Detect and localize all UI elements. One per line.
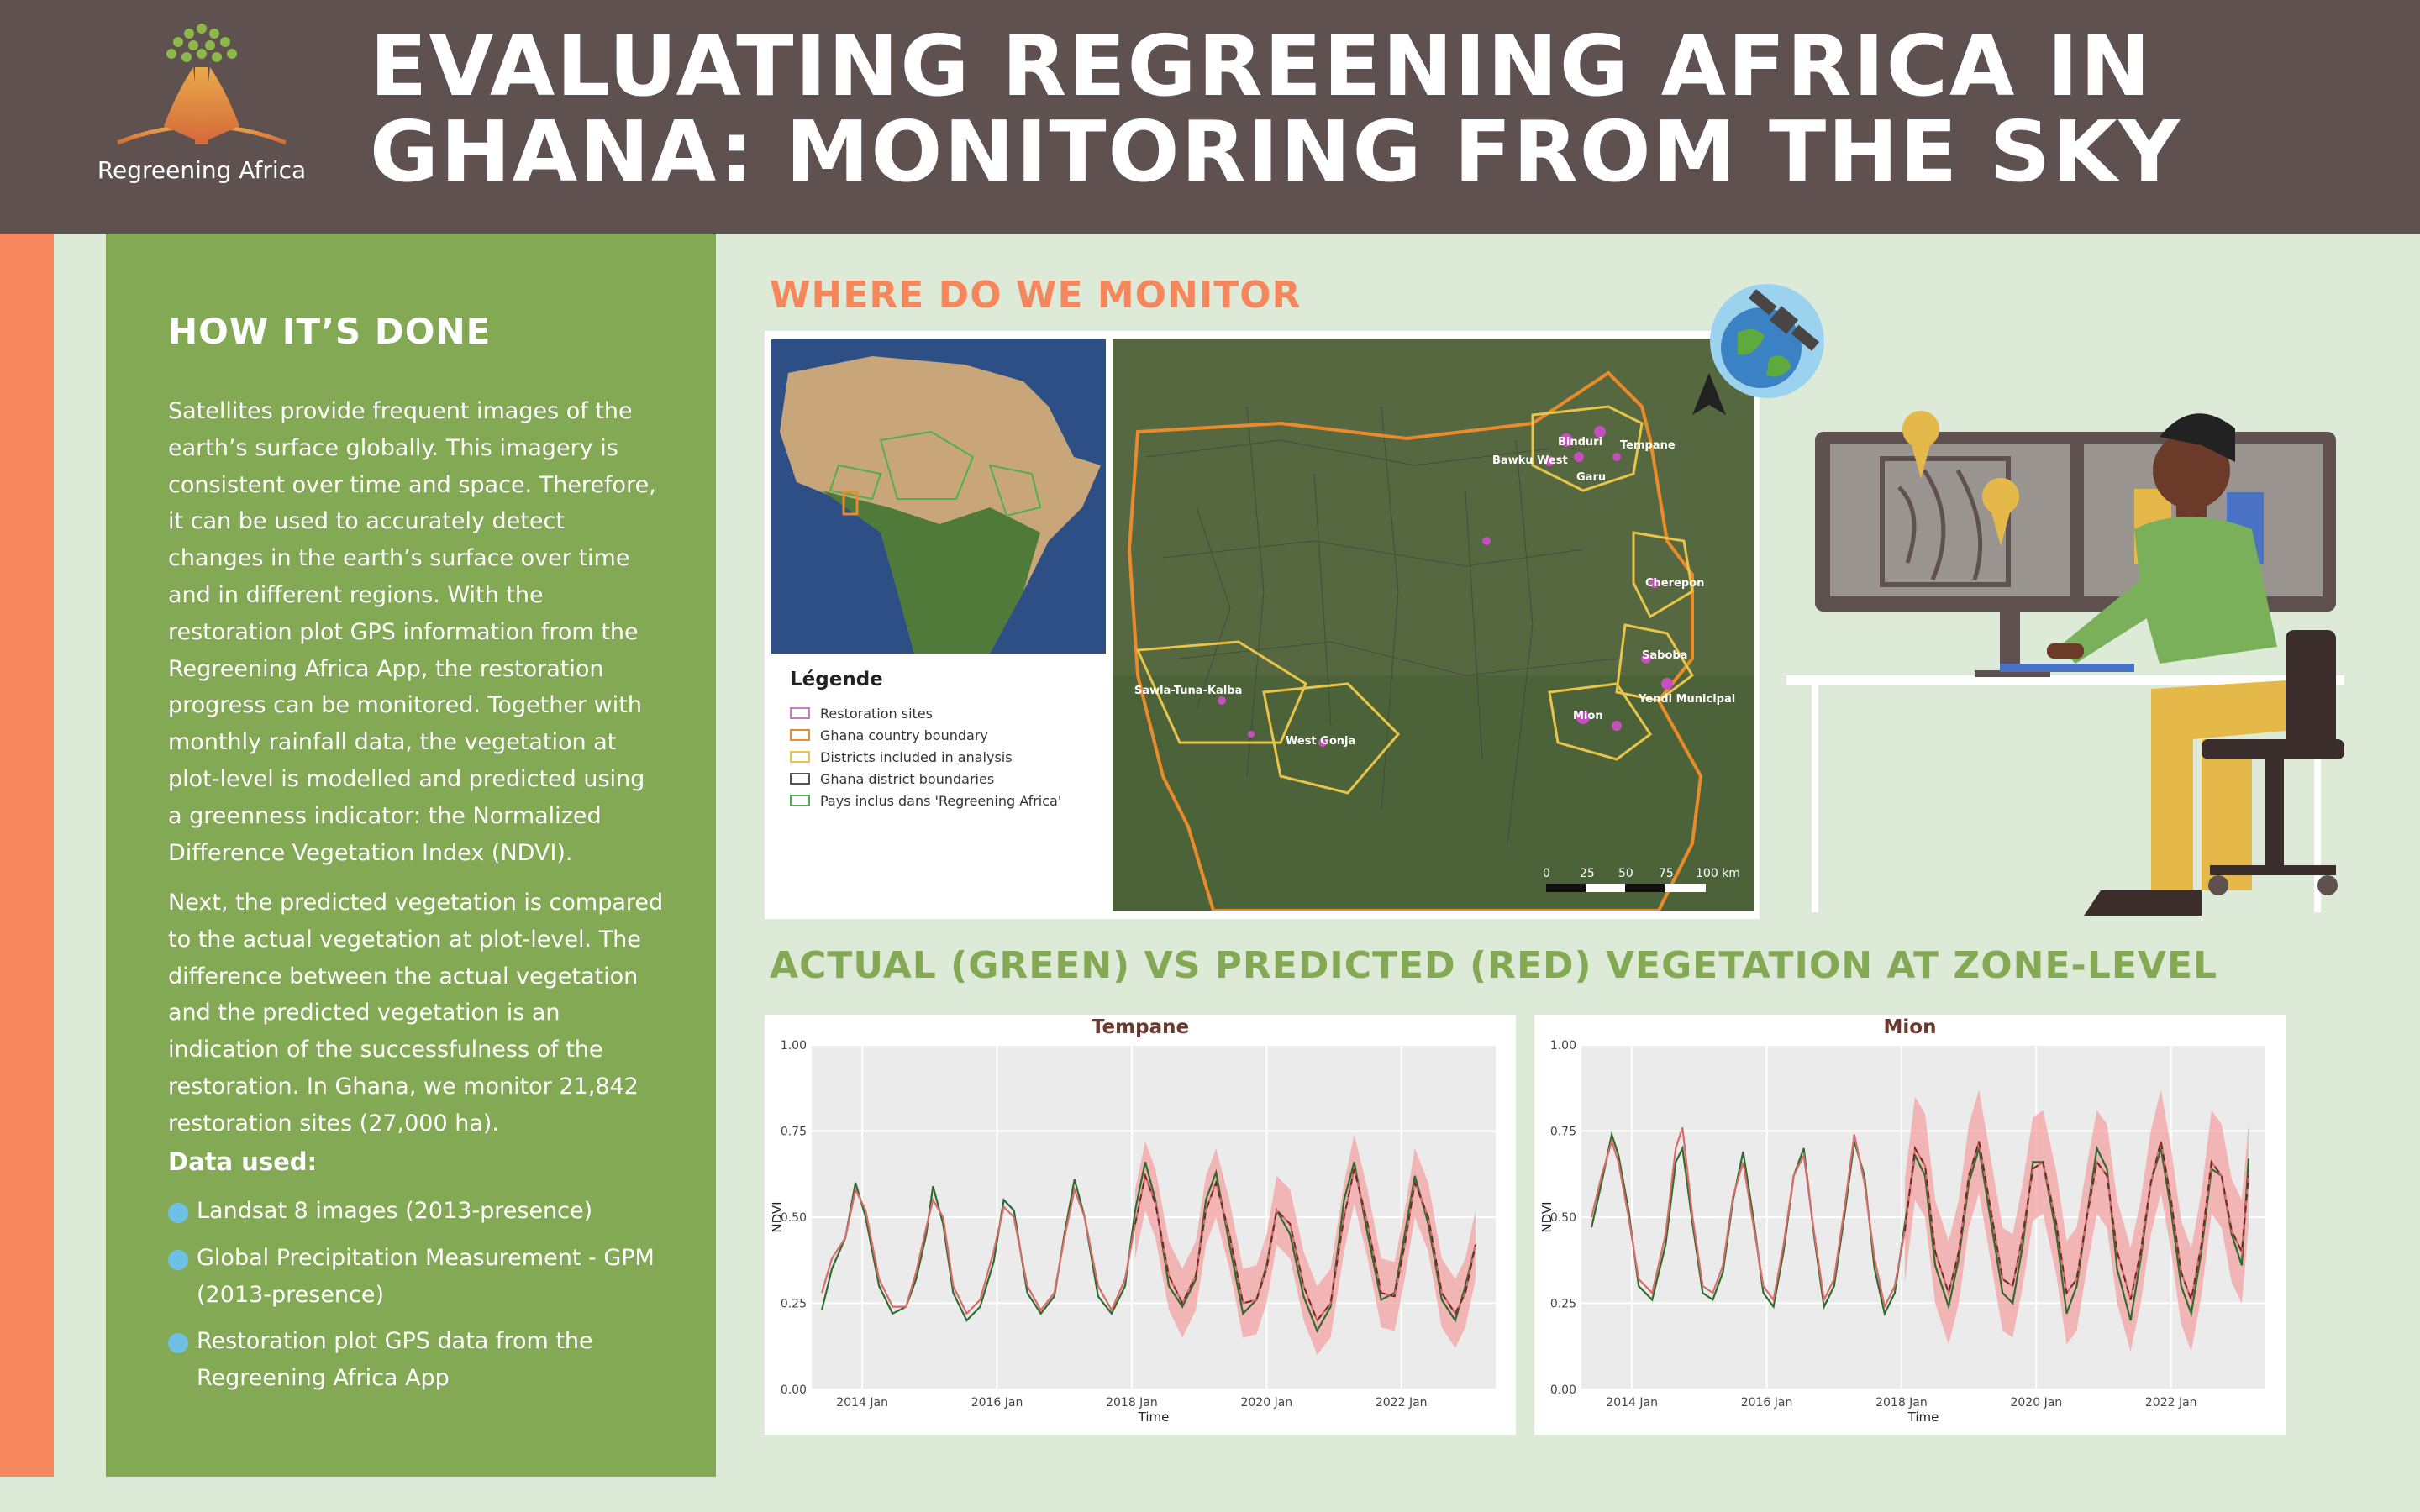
legend-swatch [790, 795, 810, 806]
x-tick-label: 2022 Jan [2145, 1396, 2197, 1410]
x-tick-label: 2020 Jan [1240, 1396, 1292, 1410]
legend-item: Districts included in analysis [790, 746, 1092, 768]
x-tick-label: 2014 Jan [1606, 1396, 1658, 1410]
legend-item: Ghana district boundaries [790, 768, 1092, 790]
data-used-list: Landsat 8 images (2013-presence) Global … [168, 1193, 672, 1407]
district-label: Bawku West [1492, 454, 1568, 467]
data-item-text: Global Precipitation Measurement - GPM (… [197, 1244, 655, 1308]
x-tick-label: 2014 Jan [836, 1396, 888, 1410]
tempane-ndvi-chart: Tempane 0.00 0.25 0.50 0.75 1.00 2014 Jan 2016 … [770, 1016, 1496, 1425]
y-tick-label: 0.75 [781, 1126, 807, 1139]
prediction-interval-band [1134, 1134, 1476, 1355]
how-its-done-heading: HOW IT’S DONE [168, 311, 492, 352]
x-tick-label: 2022 Jan [1376, 1396, 1428, 1410]
list-item: Global Precipitation Measurement - GPM (… [168, 1240, 672, 1314]
data-item-text: Landsat 8 images (2013-presence) [197, 1198, 593, 1224]
header-banner: Regreening Africa EVALUATING REGREENING … [0, 0, 2420, 234]
title-line-1: EVALUATING REGREENING AFRICA IN [370, 17, 2153, 115]
x-axis-label: Time [1907, 1410, 1939, 1425]
bullet-dot-icon [168, 1333, 188, 1354]
y-tick-label: 0.50 [781, 1211, 807, 1225]
legend-title: Légende [790, 669, 883, 690]
district-label: Garu [1576, 471, 1606, 484]
x-axis-label: Time [1138, 1410, 1170, 1425]
district-label: Tempane [1620, 439, 1676, 452]
legend-item: Pays inclus dans 'Regreening Africa' [790, 790, 1092, 811]
legend-swatch [790, 751, 810, 763]
y-tick-label: 1.00 [1550, 1039, 1576, 1053]
x-tick-label: 2018 Jan [1106, 1396, 1158, 1410]
list-item: Landsat 8 images (2013-presence) [168, 1193, 672, 1230]
y-tick-label: 0.75 [1550, 1126, 1576, 1139]
scale-label: 25 [1580, 867, 1595, 880]
district-label: West Gonja [1286, 735, 1355, 748]
bullet-dot-icon [168, 1249, 188, 1270]
chart-title: Tempane [1092, 1016, 1189, 1038]
scale-bar: 0 25 50 75 100 km [1543, 867, 1740, 892]
bullet-dot-icon [168, 1203, 188, 1223]
legend-swatch [790, 729, 810, 741]
decorative-stripe-orange [0, 234, 54, 1477]
y-tick-label: 0.00 [1550, 1383, 1576, 1397]
title-line-2: GHANA: MONITORING FROM THE SKY [370, 102, 2181, 201]
logo-text: Regreening Africa [97, 156, 307, 184]
scale-label: 75 [1659, 867, 1674, 880]
africa-inset-map [771, 339, 1106, 654]
decorative-stripe-mint [54, 234, 106, 1477]
x-tick-label: 2016 Jan [971, 1396, 1023, 1410]
north-arrow-icon [1692, 373, 1726, 415]
y-tick-label: 1.00 [781, 1039, 807, 1053]
map-pin-icon [1902, 410, 1939, 479]
map-legend: Légende Restoration sites Ghana country … [790, 669, 1092, 811]
district-label: Mion [1573, 710, 1603, 722]
data-used-heading: Data used: [168, 1147, 318, 1176]
district-label: Yendi Municipal [1638, 693, 1735, 706]
legend-item: Restoration sites [790, 702, 1092, 724]
prediction-mean-line [1903, 1141, 2249, 1304]
person-at-computer-illustration [1786, 410, 2344, 916]
page-title: EVALUATING REGREENING AFRICA IN GHANA: M… [370, 24, 2302, 195]
mion-ndvi-chart: Mion 0.00 0.25 0.50 0.75 1.00 2014 Jan 2016 Jan… [1539, 1016, 2265, 1425]
scale-label: 0 [1543, 867, 1550, 880]
list-item: Restoration plot GPS data from the Regre… [168, 1323, 672, 1397]
chart-card-mion: Mion 0.00 0.25 0.50 0.75 1.00 2014 Jan 2016 Jan… [1534, 1015, 2286, 1435]
prediction-mean-line [1134, 1168, 1476, 1322]
district-label: Sawla-Tuna-Kalba [1134, 685, 1242, 697]
data-item-text: Restoration plot GPS data from the Regre… [197, 1328, 593, 1392]
map-pin-icon [1982, 477, 2019, 546]
how-its-done-paragraph-1: Satellites provide frequent images of th… [168, 398, 656, 866]
district-label: Cherepon [1645, 577, 1704, 590]
y-tick-label: 0.25 [781, 1298, 807, 1311]
x-tick-label: 2016 Jan [1741, 1396, 1793, 1410]
chart-card-tempane: Tempane 0.00 0.25 0.50 0.75 1.00 2014 Jan 2016 … [765, 1015, 1516, 1435]
district-label: Saboba [1642, 649, 1687, 662]
legend-label: Restoration sites [820, 705, 933, 722]
scale-label: 50 [1618, 867, 1634, 880]
satellite-globe-icon [1710, 284, 1824, 398]
legend-swatch [790, 707, 810, 719]
regreening-africa-logo-icon [117, 24, 287, 145]
legend-label: Ghana country boundary [820, 727, 988, 743]
map-card: Légende Restoration sites Ghana country … [765, 331, 1760, 919]
legend-item: Ghana country boundary [790, 724, 1092, 746]
y-tick-label: 0.50 [1550, 1211, 1576, 1225]
y-tick-label: 0.25 [1550, 1298, 1576, 1311]
legend-swatch [790, 773, 810, 785]
scale-label: 100 km [1696, 867, 1740, 880]
where-monitor-heading: WHERE DO WE MONITOR [770, 274, 1302, 317]
y-tick-label: 0.00 [781, 1383, 807, 1397]
legend-label: Districts included in analysis [820, 748, 1013, 765]
chart-title: Mion [1884, 1016, 1937, 1038]
x-tick-label: 2020 Jan [2010, 1396, 2062, 1410]
how-its-done-paragraph-2: Next, the predicted vegetation is compar… [168, 890, 664, 1137]
y-axis-label: NDVI [770, 1201, 785, 1232]
ghana-main-map: Binduri Tempane Bawku West Garu Cherepon… [1113, 339, 1754, 911]
how-its-done-panel: HOW IT’S DONE Satellites provide frequen… [106, 234, 716, 1477]
district-label: Binduri [1558, 436, 1602, 449]
y-axis-label: NDVI [1539, 1201, 1555, 1232]
legend-label: Pays inclus dans 'Regreening Africa' [820, 792, 1062, 809]
vegetation-chart-heading: ACTUAL (GREEN) VS PREDICTED (RED) VEGETA… [770, 944, 2218, 987]
legend-label: Ghana district boundaries [820, 770, 995, 787]
x-tick-label: 2018 Jan [1876, 1396, 1928, 1410]
